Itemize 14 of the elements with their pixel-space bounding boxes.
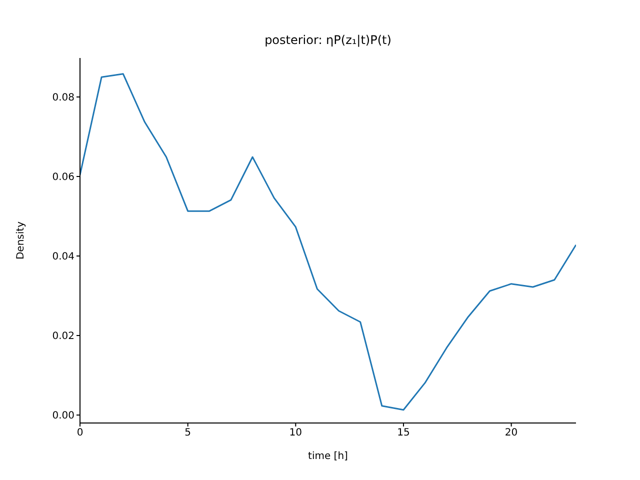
x-tick-label: 15: [397, 428, 410, 439]
x-tick-label: 20: [504, 428, 518, 439]
y-tick-label: 0.04: [52, 252, 74, 263]
x-tick-label: 5: [184, 428, 192, 439]
line-series: [80, 73, 576, 411]
x-tick-label: 0: [76, 428, 84, 439]
y-axis-title: Density: [16, 221, 27, 260]
y-tick-label: 0.00: [52, 410, 74, 422]
x-tick-label: 10: [289, 428, 302, 439]
y-tick-label: 0.06: [52, 172, 74, 184]
y-tick-label: 0.02: [52, 331, 74, 342]
chart-title: posterior: ηP(z₁|t)P(t): [264, 33, 392, 47]
y-tick-label: 0.08: [52, 92, 74, 104]
x-axis-title: time [h]: [308, 451, 348, 462]
